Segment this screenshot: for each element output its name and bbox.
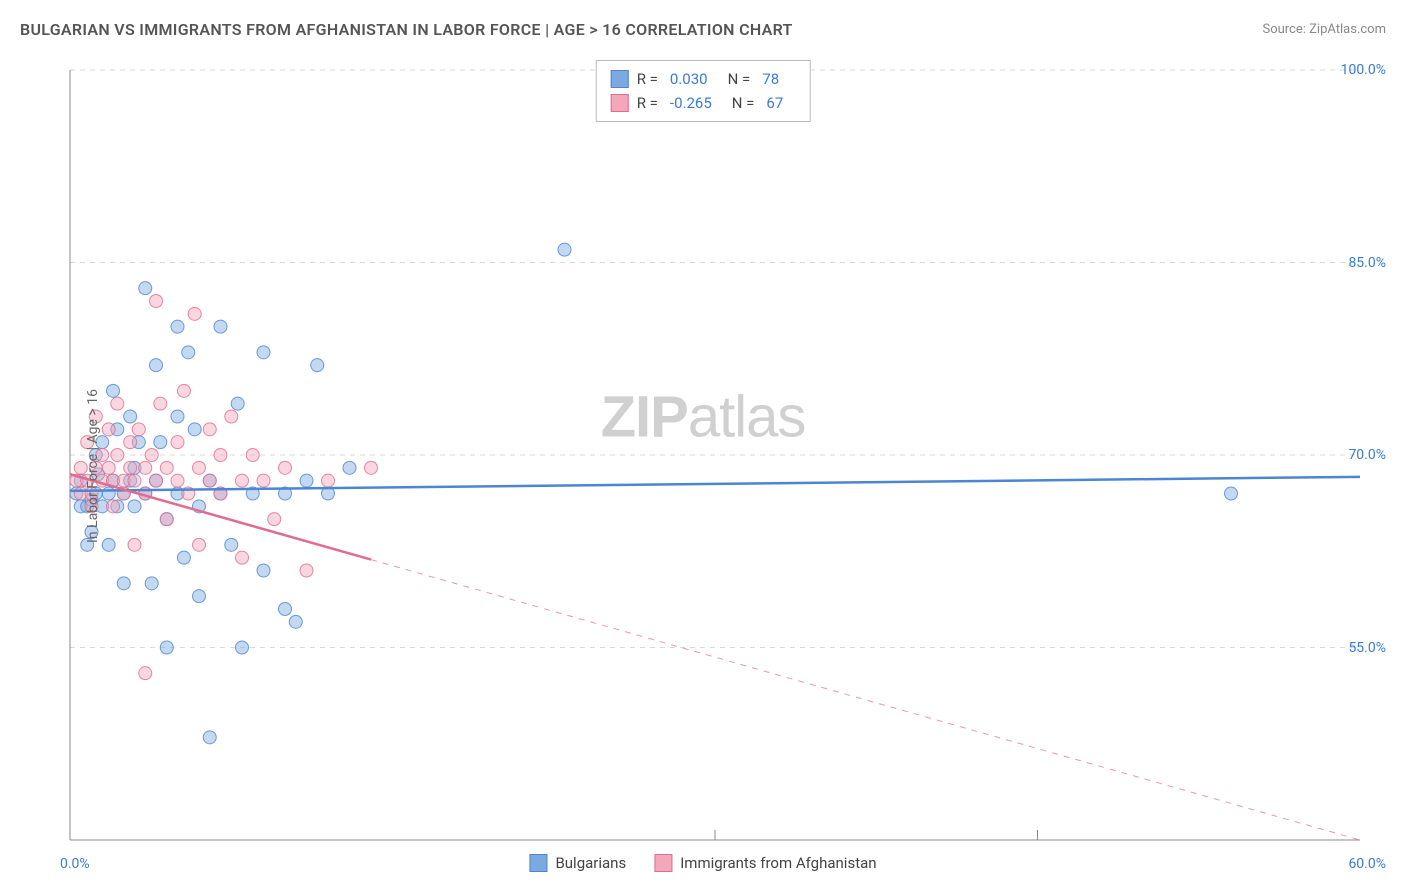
legend-swatch-blue xyxy=(529,854,547,872)
x-tick-max: 60.0% xyxy=(1348,856,1386,872)
y-tick-label: 100.0% xyxy=(1341,62,1386,78)
swatch-pink xyxy=(611,94,629,112)
source-label: Source: ZipAtlas.com xyxy=(1262,22,1386,37)
y-tick-label: 55.0% xyxy=(1348,640,1386,656)
legend-item-bulgarians: Bulgarians xyxy=(529,854,626,872)
legend-item-afghanistan: Immigrants from Afghanistan xyxy=(654,854,876,872)
r-value-afghanistan: -0.265 xyxy=(670,91,712,115)
scatter-chart xyxy=(20,60,1386,872)
x-tick-min: 0.0% xyxy=(60,856,90,872)
stats-legend: R =0.030 N =78 R =-0.265 N =67 xyxy=(596,60,811,122)
n-value-bulgarians: 78 xyxy=(762,67,779,91)
legend-label-afghanistan: Immigrants from Afghanistan xyxy=(680,854,876,872)
stats-row-bulgarians: R =0.030 N =78 xyxy=(611,67,796,91)
n-value-afghanistan: 67 xyxy=(766,91,783,115)
r-value-bulgarians: 0.030 xyxy=(670,67,708,91)
y-tick-label: 70.0% xyxy=(1348,447,1386,463)
legend-label-bulgarians: Bulgarians xyxy=(555,854,626,872)
y-axis-label: In Labor Force | Age > 16 xyxy=(85,389,101,543)
stats-row-afghanistan: R =-0.265 N =67 xyxy=(611,91,796,115)
chart-title: BULGARIAN VS IMMIGRANTS FROM AFGHANISTAN… xyxy=(20,20,793,39)
chart-container: In Labor Force | Age > 16 ZIPatlas 55.0%… xyxy=(20,60,1386,872)
y-tick-label: 85.0% xyxy=(1348,255,1386,271)
swatch-blue xyxy=(611,70,629,88)
legend-swatch-pink xyxy=(654,854,672,872)
legend: Bulgarians Immigrants from Afghanistan xyxy=(529,854,876,872)
